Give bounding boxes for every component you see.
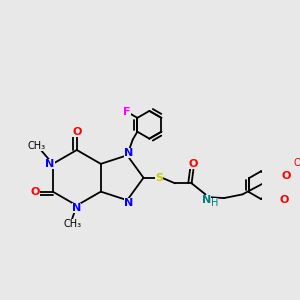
Text: N: N xyxy=(124,148,134,158)
Text: N: N xyxy=(72,203,81,213)
Text: CH₃: CH₃ xyxy=(27,141,45,151)
Text: F: F xyxy=(123,107,131,117)
Text: N: N xyxy=(202,195,211,205)
Text: CH₃: CH₃ xyxy=(63,219,81,230)
Text: N: N xyxy=(124,198,134,208)
Text: N: N xyxy=(45,159,55,169)
Text: S: S xyxy=(155,173,163,183)
Text: O: O xyxy=(72,127,82,137)
Text: O: O xyxy=(31,187,40,196)
Text: H: H xyxy=(211,198,218,208)
Text: O: O xyxy=(279,195,289,206)
Text: O: O xyxy=(293,158,300,168)
Text: O: O xyxy=(189,159,198,169)
Text: O: O xyxy=(281,171,291,182)
